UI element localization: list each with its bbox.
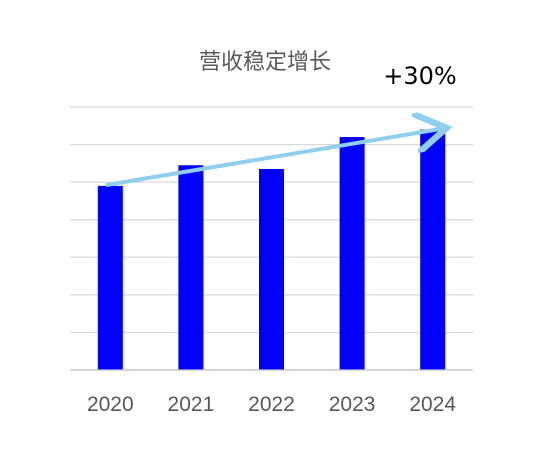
bar-2023 bbox=[339, 137, 365, 370]
x-tick-label-2021: 2021 bbox=[168, 393, 215, 416]
trend-arrow-line bbox=[105, 129, 442, 187]
chart-title: 营收稳定增长 bbox=[199, 50, 331, 75]
growth-annotation: +30% bbox=[383, 62, 456, 90]
bar-2021 bbox=[178, 165, 204, 370]
x-tick-label-2022: 2022 bbox=[248, 393, 295, 416]
bar-2024 bbox=[420, 129, 446, 370]
bar-2020 bbox=[97, 185, 123, 370]
x-tick-label-2020: 2020 bbox=[87, 393, 134, 416]
trend-arrow bbox=[105, 129, 442, 187]
x-axis-tick-labels: 2020 2021 2022 2023 2024 bbox=[87, 393, 456, 416]
x-tick-label-2024: 2024 bbox=[409, 393, 456, 416]
bar-series bbox=[97, 129, 446, 370]
bar-2022 bbox=[259, 168, 284, 370]
x-tick-label-2023: 2023 bbox=[329, 393, 376, 416]
